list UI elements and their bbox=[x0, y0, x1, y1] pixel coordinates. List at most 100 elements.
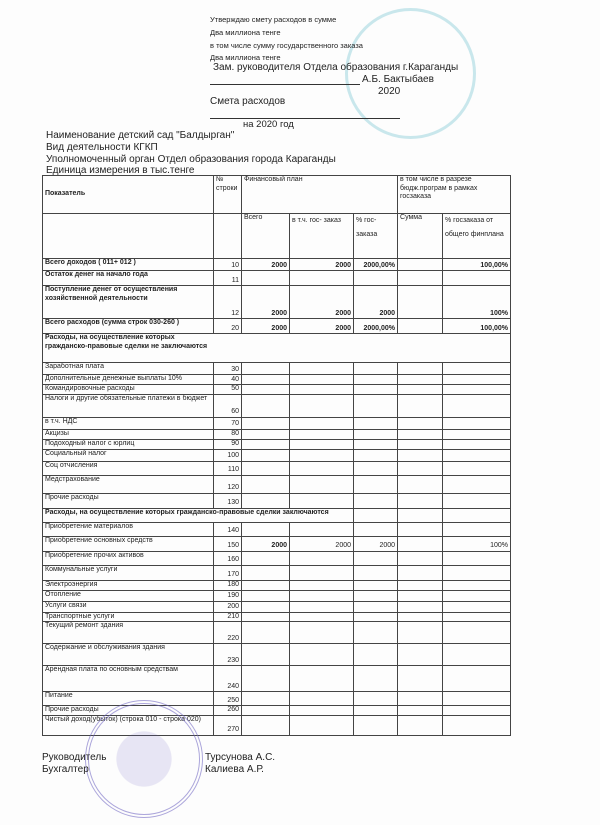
total-value bbox=[241, 643, 290, 666]
row-label: Всего расходов (сумма строк 030-260 ) bbox=[42, 318, 214, 334]
row-number: 110 bbox=[213, 460, 242, 476]
gz-percent bbox=[352, 691, 399, 706]
gz-percent bbox=[352, 362, 399, 375]
gz-share bbox=[442, 564, 512, 581]
gz-share bbox=[442, 384, 512, 395]
program-sum bbox=[397, 600, 444, 613]
row-label: Акцизы bbox=[42, 428, 214, 440]
table-row: Поступление денег от осуществления хозяй… bbox=[42, 285, 512, 319]
row-number: 80 bbox=[213, 428, 242, 440]
gz-value bbox=[289, 438, 354, 450]
gz-value bbox=[289, 460, 354, 476]
gz-percent bbox=[352, 448, 399, 462]
gz-percent bbox=[352, 270, 399, 286]
gz-percent bbox=[352, 550, 399, 566]
gz-share: 100,00% bbox=[442, 318, 512, 334]
table-row: Питание 250 bbox=[42, 691, 512, 706]
row-label: Приобретение основных средств bbox=[42, 535, 214, 552]
program-sum bbox=[397, 621, 444, 644]
row-number: 230 bbox=[213, 643, 242, 666]
row-number: 160 bbox=[213, 550, 242, 566]
header-total: Всего bbox=[241, 213, 290, 259]
table-row: Подоходный налог с юрлиц 90 bbox=[42, 438, 512, 450]
gz-share bbox=[442, 611, 512, 622]
gz-percent bbox=[352, 564, 399, 581]
gz-value bbox=[289, 492, 354, 509]
program-sum bbox=[397, 428, 444, 440]
approval-year: 2020 bbox=[378, 86, 401, 97]
gz-share bbox=[442, 621, 512, 644]
program-sum bbox=[397, 643, 444, 666]
program-sum bbox=[397, 589, 444, 602]
row-label: Остаток денег на начало года bbox=[42, 270, 214, 286]
gz-percent bbox=[352, 460, 399, 476]
gz-percent bbox=[352, 611, 399, 622]
row-number: 190 bbox=[213, 589, 242, 602]
program-sum bbox=[397, 521, 444, 537]
gz-share: 100% bbox=[442, 535, 512, 552]
row-label: в т.ч. НДС bbox=[42, 416, 214, 430]
total-value bbox=[241, 611, 290, 622]
program-sum bbox=[397, 270, 444, 286]
row-label: Содержание и обслуживания здания bbox=[42, 643, 214, 666]
gz-share bbox=[442, 550, 512, 566]
program-sum bbox=[397, 285, 444, 319]
table-row: Услуги связи 200 bbox=[42, 600, 512, 613]
program-sum bbox=[397, 416, 444, 430]
row-number: 240 bbox=[213, 665, 242, 692]
row-label: Арендная плата по основным средствам bbox=[42, 665, 214, 692]
table-row: Транспортные услуги 210 bbox=[42, 611, 512, 622]
program-sum bbox=[397, 665, 444, 692]
table-row: Всего расходов (сумма строк 030-260 ) 20 2… bbox=[42, 318, 512, 334]
gz-value: 2000 bbox=[289, 258, 354, 271]
gz-share bbox=[442, 270, 512, 286]
row-number: 100 bbox=[213, 448, 242, 462]
section-heading: Расходы, на осуществление которых гражда… bbox=[41, 333, 512, 363]
row-label: Дополнительные денежные выплаты 10% bbox=[42, 374, 214, 385]
table-row: Отопление 190 bbox=[42, 589, 512, 602]
total-value bbox=[241, 691, 290, 706]
table-row: в т.ч. НДС 70 bbox=[42, 416, 512, 430]
total-value bbox=[241, 521, 290, 537]
total-value bbox=[241, 579, 290, 591]
head-label: Руководитель bbox=[42, 752, 107, 763]
gz-percent: 2000,00% bbox=[352, 258, 399, 271]
gz-value bbox=[289, 393, 354, 418]
gz-percent bbox=[352, 705, 399, 716]
row-number: 12 bbox=[213, 285, 242, 319]
gz-share: 100% bbox=[442, 285, 512, 319]
total-value: 2000 bbox=[241, 258, 290, 271]
unit: Единица измерения в тыс.тенге bbox=[46, 165, 195, 176]
gz-value bbox=[289, 416, 354, 430]
gz-percent: 2000 bbox=[352, 535, 399, 552]
gz-share bbox=[442, 714, 512, 736]
gz-value bbox=[289, 643, 354, 666]
table-row: Расходы, на осуществление которых гражда… bbox=[41, 333, 512, 363]
row-number: 250 bbox=[213, 691, 242, 706]
gz-value bbox=[289, 714, 354, 736]
gz-share bbox=[442, 362, 512, 375]
budget-table: Показатель № строки Финансовый план в то… bbox=[41, 175, 512, 736]
approval-line-4: Два миллиона тенге bbox=[210, 53, 281, 62]
total-value bbox=[241, 564, 290, 581]
gz-value bbox=[289, 474, 354, 494]
authority: Уполномоченный орган Отдел образования г… bbox=[46, 154, 336, 165]
total-value bbox=[241, 492, 290, 509]
gz-value bbox=[289, 691, 354, 706]
total-value bbox=[241, 474, 290, 494]
row-number: 270 bbox=[213, 714, 242, 736]
row-label: Медстрахование bbox=[42, 474, 214, 494]
program-sum bbox=[397, 564, 444, 581]
total-value: 2000 bbox=[241, 535, 290, 552]
table-row: Соц отчисления 110 bbox=[42, 460, 512, 476]
header-sum: Сумма bbox=[397, 213, 444, 259]
total-value bbox=[241, 428, 290, 440]
gz-share bbox=[442, 643, 512, 666]
official-seal bbox=[85, 700, 203, 818]
table-row: Приобретение прочих активов 160 bbox=[42, 550, 512, 566]
gz-share bbox=[442, 428, 512, 440]
table-row: Расходы, на осуществление которых гражда… bbox=[42, 507, 512, 523]
program-sum bbox=[397, 705, 444, 716]
table-row: Содержание и обслуживания здания 230 bbox=[42, 643, 512, 666]
